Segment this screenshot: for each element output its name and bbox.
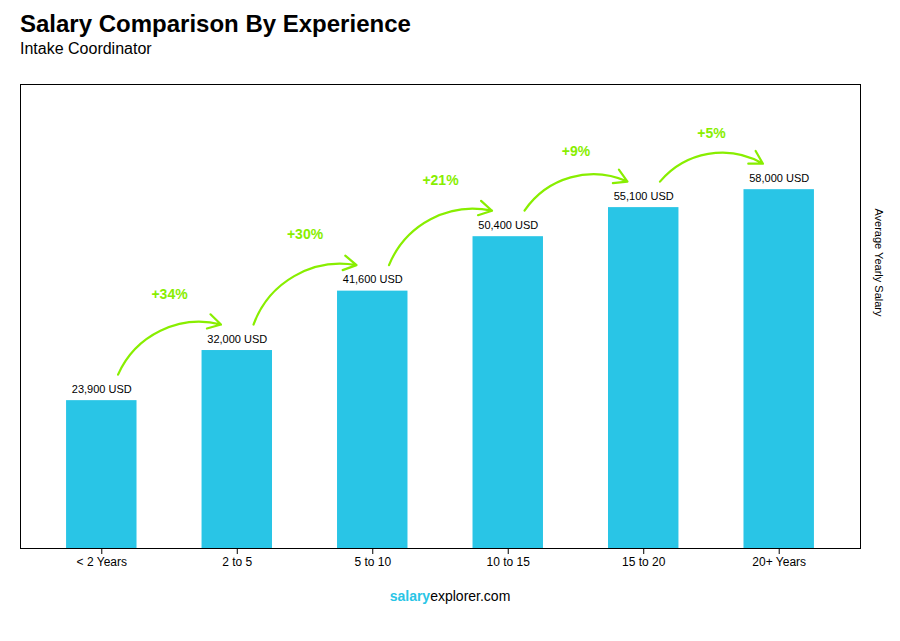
svg-text:50,400 USD: 50,400 USD <box>478 219 538 231</box>
svg-text:< 2 Years: < 2 Years <box>77 555 127 569</box>
svg-text:23,900 USD: 23,900 USD <box>72 383 132 395</box>
svg-text:Average Yearly Salary: Average Yearly Salary <box>873 208 885 317</box>
svg-text:+9%: +9% <box>562 143 591 159</box>
svg-text:5 to 10: 5 to 10 <box>354 555 391 569</box>
svg-text:2 to 5: 2 to 5 <box>222 555 252 569</box>
svg-text:+30%: +30% <box>287 226 324 242</box>
html-text:Salary Comparison By Experienc: Salary Comparison By Experience <box>20 10 411 37</box>
html-text:Intake Coordinator: Intake Coordinator <box>20 40 152 57</box>
svg-text:10 to 15: 10 to 15 <box>487 555 531 569</box>
svg-text:+34%: +34% <box>151 286 188 302</box>
svg-text:32,000 USD: 32,000 USD <box>207 333 267 345</box>
html-text:salary explorer.com: salary explorer.com <box>389 588 511 604</box>
svg-text:20+ Years: 20+ Years <box>752 555 806 569</box>
svg-text:15 to 20: 15 to 20 <box>622 555 666 569</box>
svg-text:58,000 USD: 58,000 USD <box>749 172 809 184</box>
svg-text:+21%: +21% <box>422 172 459 188</box>
svg-text:41,600 USD: 41,600 USD <box>343 273 403 285</box>
svg-text:+5%: +5% <box>697 125 726 141</box>
svg-text:55,100 USD: 55,100 USD <box>614 190 674 202</box>
